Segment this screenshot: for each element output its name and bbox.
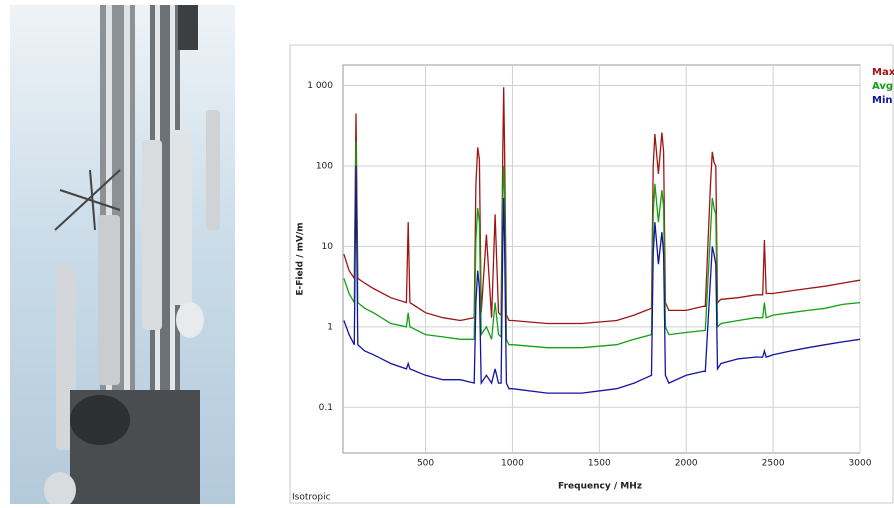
grid: 0.1 1 10 100 1 000 500 1000 1500 2000 2500 3000 xyxy=(307,65,872,469)
y-axis-label: E-Field / mV/m xyxy=(296,222,306,295)
plot-area xyxy=(342,64,861,454)
y-tick-label: 0.1 xyxy=(319,403,333,413)
legend-entry: Avg xyxy=(872,81,893,92)
y-tick-label: 100 xyxy=(316,161,333,171)
x-tick-label: 1000 xyxy=(501,459,524,469)
x-tick-label: 1500 xyxy=(588,459,611,469)
series-line xyxy=(343,165,861,394)
y-tick-label: 1 000 xyxy=(307,81,333,91)
legend-entry: Max xyxy=(872,67,894,78)
note: Isotropic xyxy=(292,493,331,503)
legend-entry: Min xyxy=(872,95,893,106)
x-tick-label: 500 xyxy=(417,459,434,469)
tower-photo xyxy=(10,5,235,508)
series-line xyxy=(343,87,861,325)
x-axis-label: Frequency / MHz xyxy=(558,482,642,492)
x-tick-label: 2000 xyxy=(675,459,698,469)
series-line xyxy=(343,141,861,349)
x-tick-label: 3000 xyxy=(849,459,872,469)
y-tick-label: 1 xyxy=(327,322,333,332)
x-tick-label: 2500 xyxy=(762,459,785,469)
series-lines: Max Avg Min xyxy=(343,67,894,394)
y-tick-label: 10 xyxy=(322,242,334,252)
